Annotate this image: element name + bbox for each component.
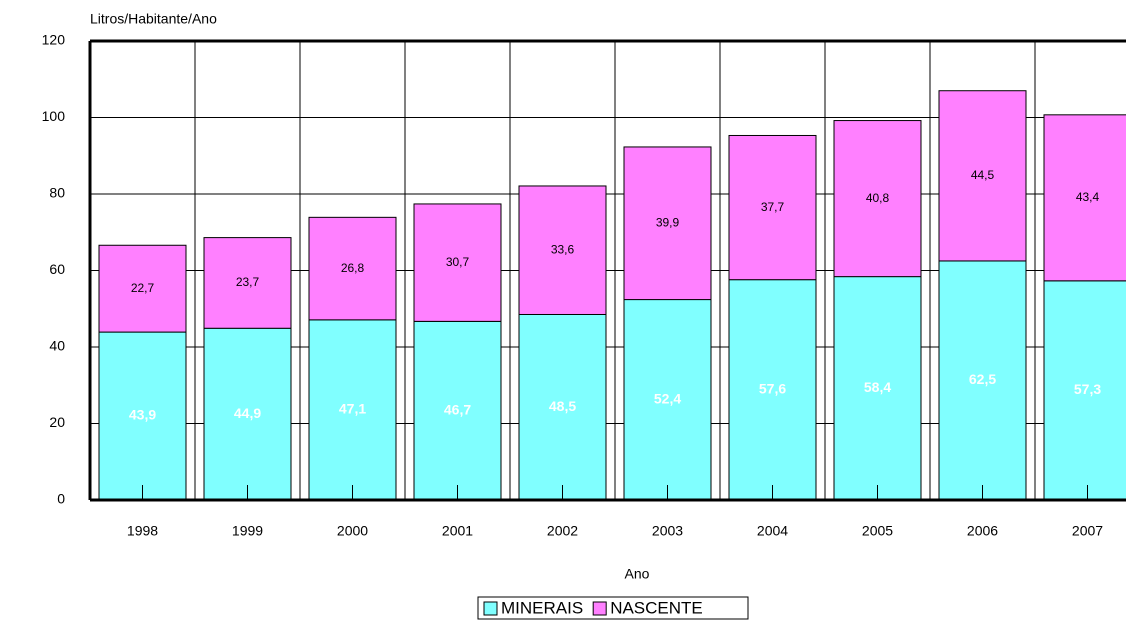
bar-segment <box>623 146 712 301</box>
x-tick-label: 2004 <box>757 523 788 539</box>
data-label: 48,5 <box>549 398 576 414</box>
bar-segment <box>938 260 1027 501</box>
bar-segment <box>1043 280 1126 501</box>
x-tick-label: 2000 <box>337 523 368 539</box>
y-tick-label: 100 <box>42 108 66 124</box>
bar-segment <box>833 120 922 278</box>
data-label: 44,5 <box>971 168 995 182</box>
x-tick-label: 2002 <box>547 523 578 539</box>
bar-segment <box>203 237 292 329</box>
data-label: 62,5 <box>969 371 996 387</box>
y-tick-label: 120 <box>42 32 66 48</box>
bar-segment <box>413 320 502 501</box>
data-label: 44,9 <box>234 405 261 421</box>
data-label: 26,8 <box>341 261 365 275</box>
bar-segment <box>518 185 607 315</box>
data-label: 52,4 <box>654 390 681 406</box>
legend-label: MINERAIS <box>501 598 583 617</box>
bar-segment <box>98 244 187 333</box>
data-label: 37,7 <box>761 200 785 214</box>
bar-segment <box>518 313 607 501</box>
y-tick-label: 0 <box>57 491 65 507</box>
bar-segment <box>1043 114 1126 282</box>
legend-swatch <box>592 601 607 616</box>
x-tick-label: 2001 <box>442 523 473 539</box>
bar-segment <box>728 134 817 281</box>
x-tick-label: 2007 <box>1072 523 1103 539</box>
data-label: 58,4 <box>864 379 891 395</box>
x-tick-label: 2003 <box>652 523 683 539</box>
x-axis-label: Ano <box>625 566 650 582</box>
x-tick-label: 2005 <box>862 523 893 539</box>
x-tick-label: 1998 <box>127 523 158 539</box>
bar-segment <box>203 327 292 501</box>
data-label: 57,3 <box>1074 381 1101 397</box>
y-axis-label: Litros/Habitante/Ano <box>90 11 217 27</box>
legend-label: NASCENTE <box>610 598 703 617</box>
data-label: 39,9 <box>656 215 680 229</box>
legend: MINERAIS NASCENTE <box>477 596 749 620</box>
data-label: 47,1 <box>339 401 366 417</box>
y-tick-label: 20 <box>49 414 65 430</box>
data-label: 43,9 <box>129 407 156 423</box>
bar-segment <box>728 279 817 501</box>
y-tick-label: 40 <box>49 338 65 354</box>
data-label: 33,6 <box>551 242 575 256</box>
data-label: 57,6 <box>759 381 786 397</box>
legend-swatch <box>483 601 498 616</box>
x-tick-label: 2006 <box>967 523 998 539</box>
data-label: 43,4 <box>1076 190 1100 204</box>
bar-segment <box>308 216 397 321</box>
bar-segment <box>413 203 502 322</box>
data-label: 46,7 <box>444 401 471 417</box>
y-tick-label: 60 <box>49 261 65 277</box>
y-tick-label: 80 <box>49 185 65 201</box>
legend-box <box>477 596 749 620</box>
bar-segment <box>308 319 397 501</box>
data-label: 23,7 <box>236 275 260 289</box>
bar-segment <box>938 90 1027 262</box>
data-label: 22,7 <box>131 281 155 295</box>
data-label: 30,7 <box>446 255 470 269</box>
bar-segment <box>98 331 187 501</box>
data-label: 40,8 <box>866 191 890 205</box>
x-tick-label: 1999 <box>232 523 263 539</box>
